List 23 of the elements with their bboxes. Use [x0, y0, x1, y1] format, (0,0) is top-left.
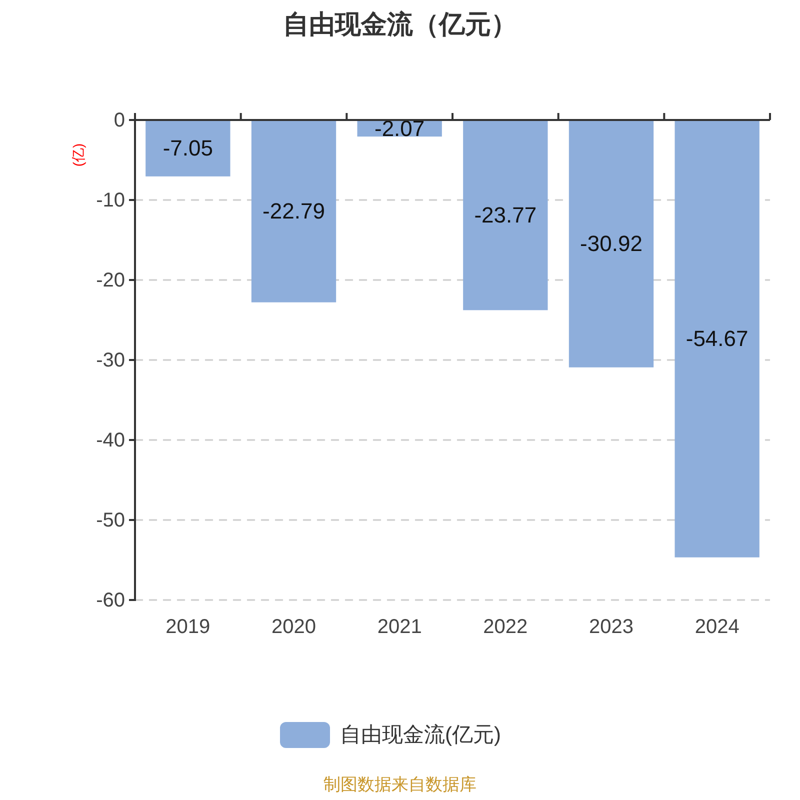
y-tick-label: -60 [96, 589, 125, 612]
x-tick-label: 2023 [589, 616, 634, 638]
data-label: -23.77 [474, 202, 537, 228]
data-label: -54.67 [686, 326, 748, 352]
y-tick-label: -50 [96, 509, 125, 532]
x-tick-label: 2022 [483, 616, 528, 638]
data-label: -22.79 [262, 198, 325, 224]
y-tick-label: -20 [96, 269, 125, 292]
y-axis-title: (亿) [70, 143, 86, 167]
x-tick-label: 2019 [166, 616, 210, 638]
y-tick-label: -10 [96, 189, 125, 212]
data-label: -30.92 [580, 231, 642, 256]
y-tick-label: -40 [96, 429, 125, 452]
x-tick-label: 2021 [377, 616, 422, 638]
y-tick-label: 0 [114, 109, 125, 132]
chart-title: 自由现金流（亿元） [283, 9, 517, 39]
text: 制图数据来自数据库 [324, 775, 476, 794]
legend-label: 自由现金流(亿元) [340, 724, 501, 746]
data-label: -2.07 [374, 116, 425, 141]
data-label: -7.05 [162, 136, 213, 161]
x-tick-label: 2020 [272, 616, 316, 638]
y-tick-label: -30 [96, 349, 125, 372]
x-tick-label: 2024 [694, 616, 740, 638]
